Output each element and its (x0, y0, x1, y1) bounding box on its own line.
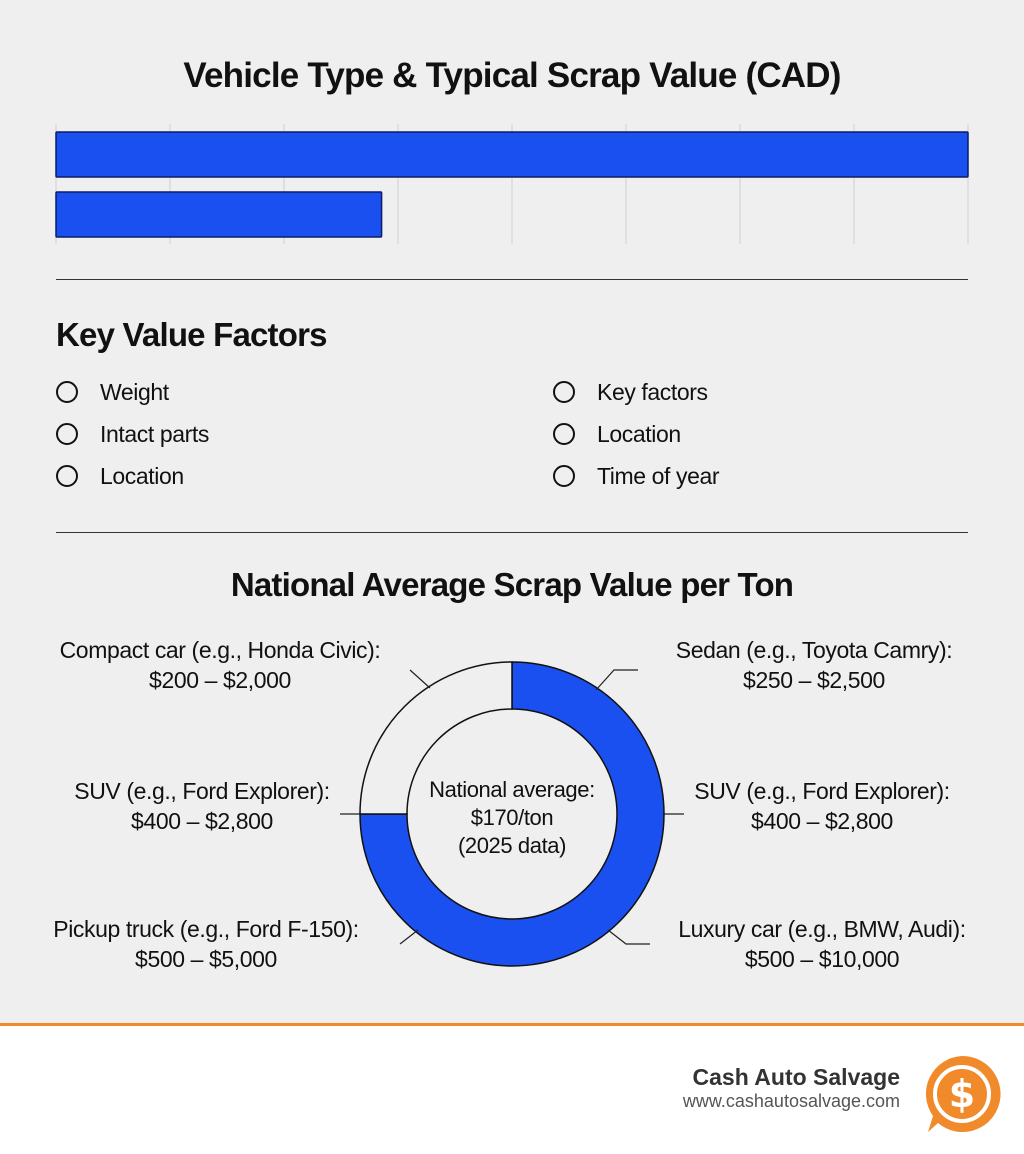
annotation-suv-left: SUV (e.g., Ford Explorer): $400 – $2,800 (22, 776, 382, 836)
annotation-text: Pickup truck (e.g., Ford F-150): (53, 916, 359, 942)
bar-0 (55, 131, 969, 178)
factor-item-location: Location (56, 461, 184, 491)
center-line-2: $170/ton (470, 805, 554, 830)
scrap-value-bar-chart (55, 124, 969, 244)
donut-center-label: National average: $170/ton (2025 data) (400, 776, 624, 860)
factor-item-key-factors: Key factors (553, 377, 708, 407)
annotation-suv-right: SUV (e.g., Ford Explorer): $400 – $2,800 (642, 776, 1002, 836)
leader-line-5 (607, 929, 650, 945)
annotation-text: SUV (e.g., Ford Explorer): (694, 778, 950, 804)
section-divider (56, 279, 968, 280)
center-line-3: (2025 data) (457, 833, 567, 858)
annotation-luxury-car: Luxury car (e.g., BMW, Audi): $500 – $10… (642, 914, 1002, 974)
bullet-circle-icon (553, 465, 575, 487)
annotation-pickup-truck: Pickup truck (e.g., Ford F-150): $500 – … (26, 914, 386, 974)
annotation-value: $500 – $10,000 (744, 946, 900, 972)
donut-slice-empty (359, 661, 513, 815)
annotation-value: $400 – $2,800 (751, 808, 893, 834)
bar-chart-title: Vehicle Type & Typical Scrap Value (CAD) (183, 56, 841, 95)
annotation-text: Sedan (e.g., Toyota Camry): (675, 637, 953, 663)
leader-line-0 (409, 669, 431, 689)
annotation-value: $250 – $2,500 (743, 667, 885, 693)
factor-item-weight: Weight (56, 377, 169, 407)
factor-label: Time of year (597, 462, 720, 489)
bullet-circle-icon (553, 423, 575, 445)
factors-heading: Key Value Factors (56, 316, 328, 353)
annotation-value: $400 – $2,800 (131, 808, 273, 834)
bar-1 (55, 191, 383, 238)
bullet-circle-icon (553, 381, 575, 403)
footer (0, 1026, 1024, 1154)
annotation-text: SUV (e.g., Ford Explorer): (74, 778, 330, 804)
annotation-value: $200 – $2,000 (149, 667, 291, 693)
brand-url[interactable]: www.cashautosalvage.com (682, 1091, 900, 1111)
factor-label: Location (597, 420, 681, 447)
dollar-coin-icon: $ (925, 1055, 1001, 1132)
section-divider (56, 532, 968, 533)
footer-accent-line (0, 1023, 1024, 1026)
annotation-compact-car: Compact car (e.g., Honda Civic): $200 – … (40, 635, 400, 695)
leader-line-2 (399, 929, 419, 945)
factor-label: Intact parts (100, 420, 209, 447)
factor-item-intact-parts: Intact parts (56, 419, 209, 449)
annotation-text: Luxury car (e.g., BMW, Audi): (678, 916, 966, 942)
leader-line-3 (595, 669, 638, 691)
factor-label: Location (100, 462, 184, 489)
bullet-circle-icon (56, 465, 78, 487)
bullet-circle-icon (56, 381, 78, 403)
factor-label: Key factors (597, 378, 708, 405)
factor-item-time-of-year: Time of year (553, 461, 720, 491)
annotation-value: $500 – $5,000 (135, 946, 277, 972)
donut-chart-title: National Average Scrap Value per Ton (230, 566, 794, 603)
svg-text:$: $ (949, 1072, 975, 1116)
factor-label: Weight (100, 378, 169, 405)
national-average-donut-chart (340, 661, 684, 967)
bullet-circle-icon (56, 423, 78, 445)
annotation-text: Compact car (e.g., Honda Civic): (59, 637, 381, 663)
center-line-1: National average: (429, 777, 595, 802)
annotation-sedan: Sedan (e.g., Toyota Camry): $250 – $2,50… (634, 635, 994, 695)
factor-item-location: Location (553, 419, 681, 449)
brand-name: Cash Auto Salvage (692, 1064, 900, 1090)
donut-slice-filled (359, 661, 665, 967)
